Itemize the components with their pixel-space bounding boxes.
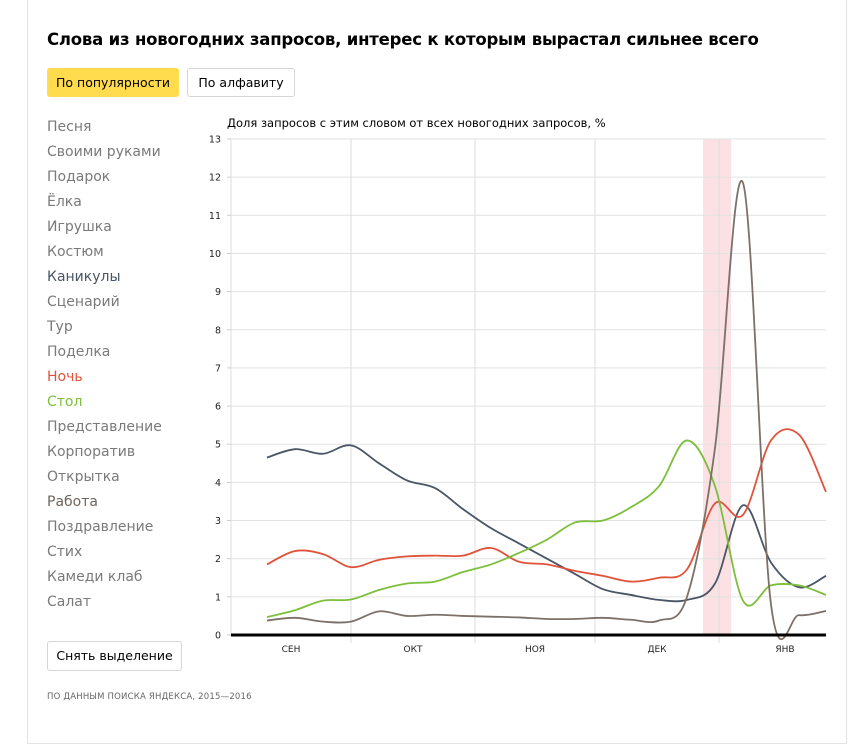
month-label: ЯНВ <box>775 645 794 655</box>
y-tick-label: 9 <box>215 287 221 298</box>
series-line-Каникулы <box>266 444 827 603</box>
word-item[interactable]: Своими руками <box>47 144 161 160</box>
month-label: НОЯ <box>525 645 545 655</box>
clear-selection-button[interactable]: Снять выделение <box>47 641 182 671</box>
chart-title: Доля запросов с этим словом от всех ново… <box>227 116 606 130</box>
word-item[interactable]: Ёлка <box>47 194 82 210</box>
word-item[interactable]: Салат <box>47 594 92 610</box>
word-item[interactable]: Стол <box>47 394 83 410</box>
word-item[interactable]: Тур <box>47 319 73 335</box>
word-item[interactable]: Представление <box>47 419 162 435</box>
y-tick-label: 12 <box>209 173 221 184</box>
sort-by-popularity-button[interactable]: По популярности <box>47 68 179 97</box>
word-item[interactable]: Поздравление <box>47 519 154 535</box>
month-label: ДЕК <box>647 645 667 655</box>
word-item[interactable]: Песня <box>47 119 92 135</box>
y-tick-label: 13 <box>209 135 221 146</box>
word-item[interactable]: Работа <box>47 494 98 510</box>
word-list: Песня Своими руками Подарок Ёлка Игрушка Кост… <box>47 116 162 616</box>
word-item[interactable]: Каникулы <box>47 269 121 285</box>
word-item[interactable]: Костюм <box>47 244 104 260</box>
page-title: Слова из новогодних запросов, интерес к … <box>47 30 759 49</box>
y-tick-label: 8 <box>215 325 221 336</box>
sort-alphabetically-button[interactable]: По алфавиту <box>187 68 295 97</box>
word-item[interactable]: Корпоратив <box>47 444 136 460</box>
y-tick-label: 2 <box>215 554 221 565</box>
month-label: СЕН <box>282 645 301 655</box>
y-tick-label: 5 <box>215 440 221 451</box>
word-item[interactable]: Поделка <box>47 344 111 360</box>
y-tick-label: 1 <box>215 592 221 603</box>
y-tick-label: 4 <box>215 478 221 489</box>
y-tick-label: 7 <box>215 363 221 374</box>
word-item[interactable]: Подарок <box>47 169 111 185</box>
y-tick-label: 6 <box>215 402 221 413</box>
word-item[interactable]: Открытка <box>47 469 120 485</box>
series-line-Стол <box>266 439 827 618</box>
y-tick-label: 3 <box>215 516 221 527</box>
month-label: ОКТ <box>404 645 423 655</box>
series-line-Ночь <box>266 428 827 583</box>
y-tick-label: 0 <box>215 631 221 642</box>
series-line-Работа <box>266 179 827 641</box>
word-item[interactable]: Сценарий <box>47 294 120 310</box>
source-footer: ПО ДАННЫМ ПОИСКА ЯНДЕКСА, 2015—2016 <box>47 692 252 702</box>
word-item[interactable]: Стих <box>47 544 83 560</box>
y-tick-label: 10 <box>209 249 221 260</box>
word-item[interactable]: Игрушка <box>47 219 112 235</box>
word-item[interactable]: Ночь <box>47 369 83 385</box>
holiday-highlight <box>703 139 731 635</box>
widget-card <box>27 0 847 744</box>
word-item[interactable]: Камеди клаб <box>47 569 143 585</box>
y-tick-label: 11 <box>209 211 221 222</box>
